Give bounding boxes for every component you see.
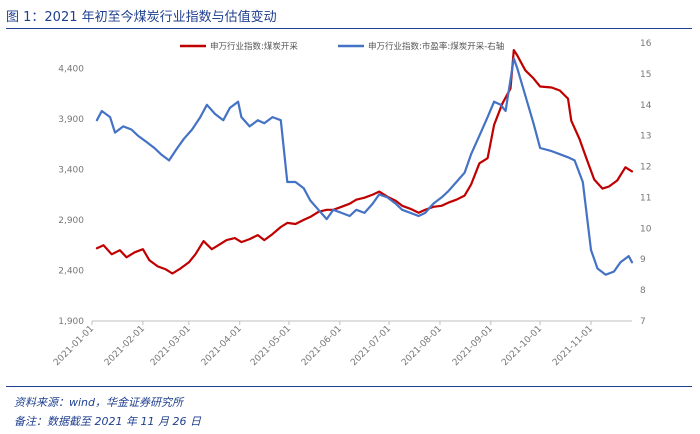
y-right-tick-label: 13 [640,132,651,142]
x-tick-label: 2021-06-01 [300,324,344,368]
x-tick-label: 2021-02-01 [103,324,147,368]
line-chart: 申万行业指数:煤炭开采 申万行业指数:市盈率:煤炭开采-右轴 1,900 2,40… [52,39,652,368]
x-tick-label: 2021-08-01 [400,324,444,368]
y-right-tick-label: 16 [640,39,652,49]
x-tick-label: 2021-01-01 [52,324,96,368]
figure-title: 图 1：2021 年初至今煤炭行业指数与估值变动 [6,10,277,25]
legend-label-pe: 申万行业指数:市盈率:煤炭开采-右轴 [368,41,504,52]
y-left-tick-label: 3,400 [58,165,84,175]
x-tick-label: 2021-10-01 [500,324,544,368]
chart-legend: 申万行业指数:煤炭开采 申万行业指数:市盈率:煤炭开采-右轴 [180,41,504,52]
x-tick-label: 2021-09-01 [451,324,495,368]
y-right-tick-label: 15 [640,70,651,80]
y-right-tick-label: 8 [640,286,646,296]
x-tick-label: 2021-04-01 [200,324,244,368]
y-left-tick-label: 1,900 [58,317,84,327]
y-right-tick-label: 11 [640,193,651,203]
x-tick-label: 2021-07-01 [349,324,393,368]
y-left-tick-label: 2,400 [58,266,84,276]
y-right-tick-label: 14 [640,101,652,111]
title-divider [6,28,692,29]
x-tick-label: 2021-05-01 [249,324,293,368]
y-right-tick-label: 9 [640,255,646,265]
data-cutoff-note: 备注：数据截至 2021 年 11 月 26 日 [14,415,201,428]
y-right-tick-label: 7 [640,317,646,327]
footer-divider [6,386,692,387]
series-line-pe [95,57,634,276]
series-line-index [95,48,634,275]
y-right-tick-label: 10 [640,224,652,234]
x-tick-label: 2021-03-01 [149,324,193,368]
plot-area [95,48,634,276]
y-left-tick-label: 3,900 [58,115,84,125]
legend-label-index: 申万行业指数:煤炭开采 [210,41,298,52]
y-left-tick-label: 4,400 [58,64,84,74]
y-right-tick-label: 12 [640,163,651,173]
source-note: 资料来源：wind，华金证券研究所 [14,396,184,409]
y-left-tick-label: 2,900 [58,216,84,226]
x-tick-label: 2021-11-01 [551,324,595,368]
